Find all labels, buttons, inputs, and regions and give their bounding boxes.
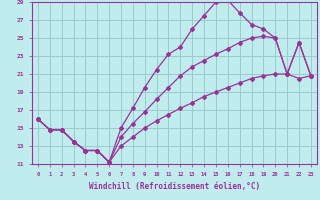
X-axis label: Windchill (Refroidissement éolien,°C): Windchill (Refroidissement éolien,°C) [89, 182, 260, 191]
